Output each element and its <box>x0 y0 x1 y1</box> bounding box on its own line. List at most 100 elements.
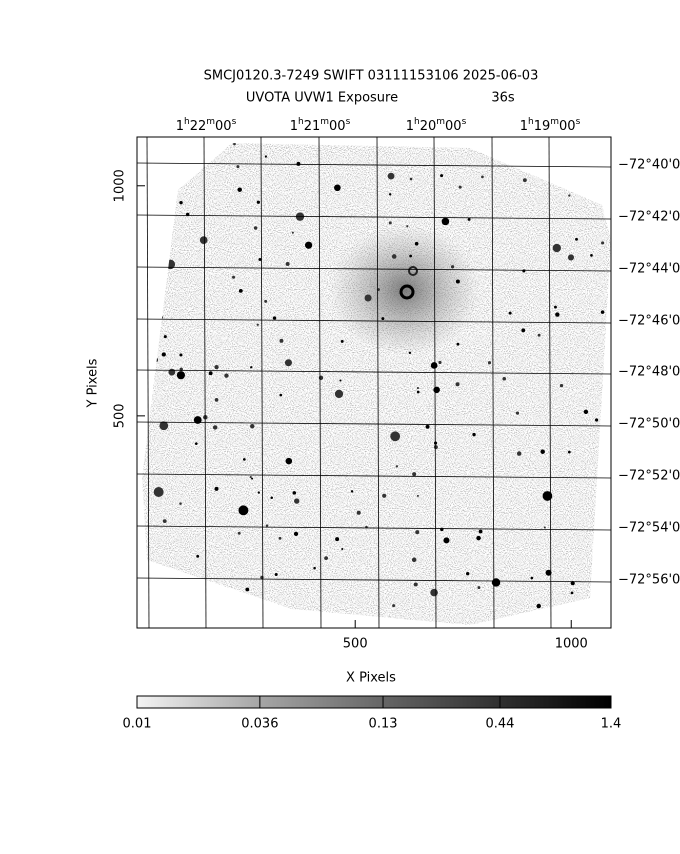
star <box>538 143 542 146</box>
star <box>408 351 412 355</box>
ra-grid-line <box>433 136 437 629</box>
dec-tick-label: −72°46'0 <box>618 314 680 329</box>
star <box>542 491 553 501</box>
frame <box>136 136 612 629</box>
star <box>487 361 492 365</box>
dec-grid-line <box>136 162 612 168</box>
ra-tick-label: 1h20m00s <box>406 117 467 134</box>
star <box>476 535 481 541</box>
star <box>154 357 159 362</box>
star <box>214 398 219 402</box>
sky-image <box>142 143 611 625</box>
star <box>521 328 526 333</box>
star <box>245 587 250 592</box>
ra-unit: h <box>184 117 190 127</box>
star <box>224 373 229 378</box>
star <box>156 269 160 273</box>
dec-tick-label: −72°50'0 <box>618 417 680 432</box>
star <box>199 236 208 244</box>
dec-tick-label: −72°48'0 <box>618 365 680 380</box>
star <box>313 566 316 570</box>
star <box>430 362 438 369</box>
star <box>515 411 520 415</box>
dec-grid-line <box>136 421 612 427</box>
star <box>257 491 260 494</box>
star <box>477 586 481 590</box>
ra-grid-line <box>260 136 264 629</box>
star <box>339 379 342 382</box>
ra-grid-line <box>318 136 322 629</box>
star <box>536 603 541 609</box>
star <box>570 591 574 595</box>
x-tick-label: 1000 <box>555 637 588 652</box>
star <box>425 424 430 429</box>
star <box>143 350 148 354</box>
star <box>340 339 344 343</box>
star <box>441 217 450 226</box>
star <box>218 612 222 617</box>
star <box>388 221 392 225</box>
star <box>249 475 252 479</box>
star <box>522 178 527 183</box>
star <box>279 338 284 343</box>
star <box>382 493 387 498</box>
star <box>590 254 593 257</box>
star <box>567 450 571 454</box>
dec-grid-line <box>136 473 612 479</box>
ra-unit: s <box>232 117 237 127</box>
ra-tick-label: 1h22m00s <box>176 117 237 134</box>
star <box>594 418 599 422</box>
star <box>179 353 183 357</box>
star <box>324 556 329 561</box>
star <box>264 299 268 303</box>
y-tick-label: 500 <box>113 403 128 428</box>
subtitle: UVOTA UVW1 Exposure <box>246 91 398 106</box>
star <box>537 333 541 337</box>
star <box>179 200 183 205</box>
bright-star <box>399 284 415 300</box>
star <box>438 360 442 365</box>
star <box>478 529 483 534</box>
exposure: 36s <box>491 91 515 106</box>
star <box>502 376 507 381</box>
ra-value: 00 <box>559 119 576 134</box>
star <box>179 502 182 505</box>
ra-tick-label: 1h19m00s <box>520 117 581 134</box>
star <box>391 254 397 259</box>
star <box>292 491 297 495</box>
star <box>409 254 413 258</box>
star <box>294 498 300 504</box>
star <box>214 486 219 491</box>
star <box>395 465 399 468</box>
star <box>554 305 557 309</box>
star <box>575 237 578 241</box>
x-tick-label: 500 <box>343 637 368 652</box>
star <box>350 490 354 493</box>
star <box>242 458 246 461</box>
ra-unit: s <box>576 117 581 127</box>
star <box>390 431 401 442</box>
star <box>456 342 460 346</box>
dec-tick-label: −72°54'0 <box>618 521 680 536</box>
colorbar-tick-label: 1.4 <box>601 717 622 732</box>
star <box>256 323 259 326</box>
colorbar-tick-label: 0.13 <box>369 717 398 732</box>
star <box>458 185 462 189</box>
dec-grid-line <box>136 369 612 375</box>
star <box>388 193 392 196</box>
star <box>159 421 169 431</box>
star <box>250 424 255 429</box>
y-axis-label: Y Pixels <box>86 358 101 408</box>
star <box>335 537 340 542</box>
star <box>214 364 219 370</box>
ra-unit: m <box>550 117 559 127</box>
star <box>334 184 341 192</box>
star <box>291 231 294 234</box>
star <box>545 569 552 576</box>
star <box>559 383 564 388</box>
star <box>433 445 438 450</box>
star <box>293 531 299 536</box>
star <box>272 316 277 320</box>
ra-value: 19 <box>534 119 551 134</box>
